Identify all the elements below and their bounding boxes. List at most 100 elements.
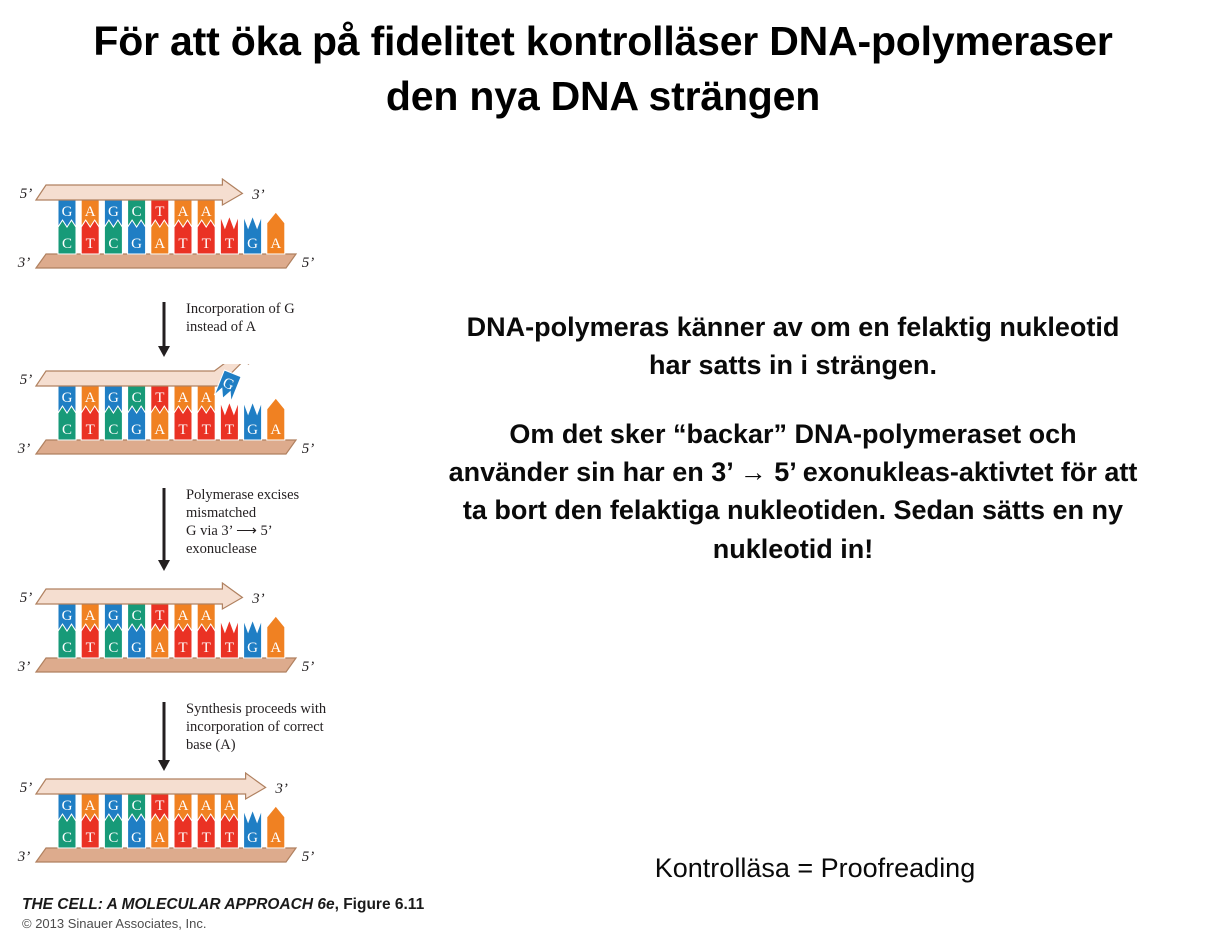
svg-text:A: A [154,640,165,656]
svg-text:C: C [108,422,118,438]
dna-panel-after-excision: C T C G A T T T G A G A G C T A A 5’ 3’ 3’ 5’ [16,582,366,700]
svg-text:T: T [202,640,211,656]
body-paragraph-1: DNA-polymeras känner av om en felaktig n… [466,312,1120,381]
svg-text:G: G [131,422,142,438]
svg-text:A: A [201,608,212,624]
svg-text:5’: 5’ [20,780,33,796]
svg-text:G: G [247,236,258,252]
svg-text:T: T [202,830,211,846]
svg-text:C: C [62,830,72,846]
svg-text:5’: 5’ [302,441,315,457]
dna-duplex-diagram: C T C G A T T T G AG A G C T A A A5’ 3’3’ 5’ [17,772,315,865]
svg-text:3’: 3’ [274,781,288,797]
svg-text:G: G [247,422,258,438]
svg-text:G: G [108,204,119,220]
svg-text:5’: 5’ [302,659,315,675]
svg-text:A: A [154,422,165,438]
svg-text:T: T [178,236,187,252]
svg-text:C: C [132,204,142,220]
svg-text:A: A [201,204,212,220]
svg-text:A: A [178,204,189,220]
svg-text:A: A [201,798,212,814]
svg-text:T: T [225,236,234,252]
step-1-label: Incorporation of G instead of A [186,301,295,336]
svg-text:T: T [178,830,187,846]
svg-text:G: G [131,640,142,656]
svg-text:G: G [108,798,119,814]
svg-text:3’: 3’ [17,659,31,675]
dna-duplex-diagram: C T C G A T T T G AG A G C T A A5’ 3’3’ 5’ [17,178,315,271]
down-arrow-icon [158,488,170,571]
svg-text:3’: 3’ [17,441,31,457]
svg-text:3’: 3’ [251,187,265,203]
credit-figure-label: , Figure 6.11 [334,896,425,913]
svg-text:A: A [270,236,281,252]
svg-text:A: A [270,830,281,846]
svg-text:5’: 5’ [20,590,33,606]
svg-text:C: C [108,830,118,846]
svg-text:T: T [155,608,164,624]
svg-text:A: A [224,798,235,814]
dna-panel-correct-base-added: C T C G A T T T G A G A G C T A A A 5’ 3’ 3’ 5’ [16,772,366,890]
svg-text:T: T [178,640,187,656]
svg-text:G: G [62,798,73,814]
svg-text:5’: 5’ [20,372,33,388]
svg-text:C: C [108,236,118,252]
svg-text:C: C [62,236,72,252]
svg-text:T: T [86,236,95,252]
dna-duplex-diagram: C T C G A T T T G AG A G C T A A5’ 3’3’ 5’ [17,582,315,675]
svg-text:T: T [202,236,211,252]
svg-text:G: G [62,204,73,220]
svg-text:T: T [178,422,187,438]
svg-text:3’: 3’ [17,255,31,271]
credit-source-line: THE CELL: A MOLECULAR APPROACH 6e, Figur… [22,896,542,914]
svg-text:C: C [132,390,142,406]
svg-text:T: T [225,640,234,656]
figure-credit: THE CELL: A MOLECULAR APPROACH 6e, Figur… [22,896,542,931]
body-paragraph-2: Om det sker “backar” DNA-polymeraset och… [448,418,1138,564]
svg-text:T: T [202,422,211,438]
dna-proofreading-figure: C T C G A T T T G A G A G C T A A 5’ 3’ 3’ 5’ Incorporation … [16,178,426,938]
svg-text:A: A [178,390,189,406]
svg-text:G: G [62,390,73,406]
svg-text:C: C [62,422,72,438]
dna-panel-mismatch-before: C T C G A T T T G A G A G C T A A 5’ 3’ 3’ 5’ [16,178,366,296]
down-arrow-icon [158,702,170,771]
svg-text:C: C [62,640,72,656]
mismatched-base: G [213,369,242,402]
svg-text:G: G [108,390,119,406]
svg-text:C: C [108,640,118,656]
svg-text:G: G [247,830,258,846]
svg-text:3’: 3’ [251,591,265,607]
proofreading-note: Kontrolläsa = Proofreading [654,853,976,883]
svg-text:A: A [178,608,189,624]
svg-text:5’: 5’ [302,849,315,865]
svg-text:A: A [201,390,212,406]
svg-text:T: T [225,830,234,846]
svg-text:5’: 5’ [302,255,315,271]
step-3-label: Synthesis proceeds with incorporation of… [186,701,327,754]
svg-text:T: T [155,798,164,814]
svg-text:T: T [86,640,95,656]
svg-text:C: C [132,798,142,814]
svg-text:3’: 3’ [17,849,31,865]
svg-text:A: A [85,204,96,220]
svg-text:A: A [154,236,165,252]
svg-text:T: T [155,204,164,220]
svg-text:A: A [270,422,281,438]
svg-text:A: A [85,608,96,624]
svg-text:A: A [154,830,165,846]
svg-text:T: T [86,830,95,846]
svg-text:G: G [131,236,142,252]
step-2-label: Polymerase excises mismatched G via 3’ ⟶… [186,487,300,558]
body-text-block: DNA-polymeras känner av om en felaktig n… [448,308,1138,568]
svg-text:A: A [270,640,281,656]
svg-text:G: G [62,608,73,624]
page-title: För att öka på fidelitet kontrolläser DN… [93,18,1113,119]
svg-text:G: G [108,608,119,624]
svg-text:T: T [86,422,95,438]
credit-copyright: © 2013 Sinauer Associates, Inc. [22,916,207,931]
svg-text:C: C [132,608,142,624]
